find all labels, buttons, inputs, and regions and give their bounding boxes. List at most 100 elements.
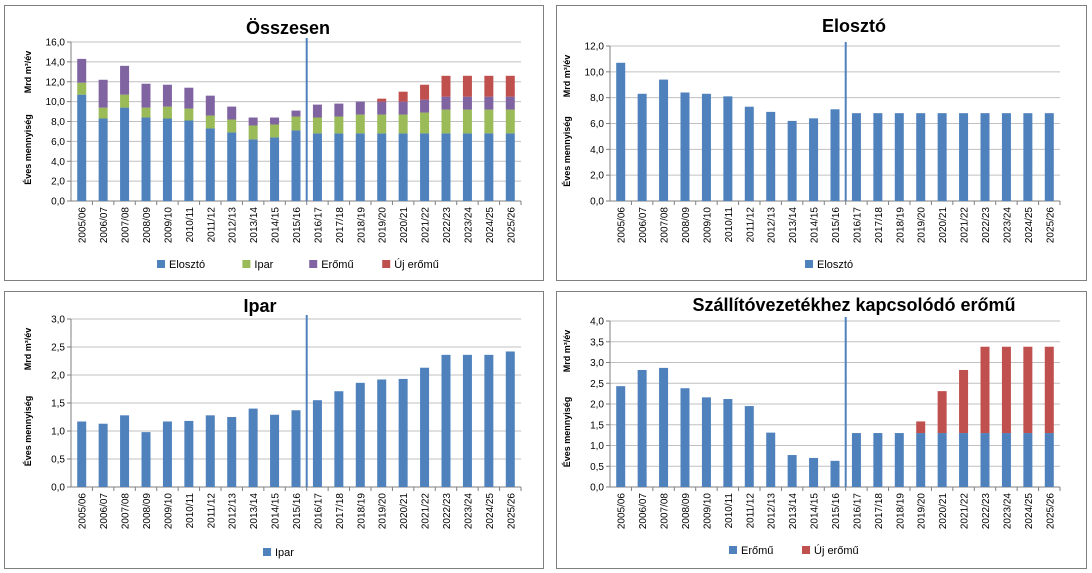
bar-ipar	[505, 351, 515, 487]
bar-új-erőmű	[462, 75, 472, 97]
legend-label: Erőmű	[741, 545, 773, 557]
bar-elosztó	[77, 94, 87, 201]
x-tick-label: 2016/17	[313, 207, 324, 244]
y-tick-label: 12,0	[46, 77, 66, 88]
y-axis-unit-label: Mrd m³/év	[562, 55, 572, 98]
legend-swatch	[802, 546, 810, 554]
y-tick-label: 2,5	[590, 379, 604, 390]
bar-új-erőmű	[377, 98, 387, 102]
x-tick-label: 2005/06	[617, 207, 628, 244]
y-tick-label: 3,0	[51, 315, 65, 326]
chart-panel-ipar: Ipar 0,0 0,5 1,0 1,5 2,0 2,5 3,0 Mrd m³/év Éves m…	[4, 291, 544, 569]
bar-ipar	[334, 391, 344, 487]
bar-ipar	[312, 117, 322, 134]
x-tick-label: 2021/22	[421, 493, 432, 530]
y-axis-label: Éves mennyiség	[23, 114, 33, 185]
bar-elosztó	[1044, 113, 1054, 201]
bar-elosztó	[1001, 113, 1011, 201]
y-tick-label: 2,0	[590, 171, 604, 182]
x-tick-label: 2019/20	[917, 493, 928, 530]
bar-ipar	[484, 354, 494, 487]
y-tick-label: 14,0	[46, 57, 66, 68]
x-tick-label: 2023/24	[463, 493, 474, 530]
y-tick-label: 12,0	[585, 42, 605, 53]
bar-elosztó	[894, 113, 904, 201]
bar-erőmű	[659, 367, 669, 487]
bar-erőmű	[441, 96, 451, 110]
chart-osszesen: Összesen 0,0 2,0 4,0 6,0 8,0 10,0 12,0 14,0 16,0 M…	[23, 18, 522, 271]
x-tick-label: 2014/15	[810, 207, 821, 244]
legend-label: Új erőmű	[814, 544, 859, 557]
y-tick-label: 0,0	[590, 483, 604, 494]
x-tick-label: 2024/25	[1024, 207, 1035, 244]
x-tick-label: 2024/25	[485, 207, 496, 244]
bar-ipar	[141, 432, 151, 487]
bar-erőmű	[462, 96, 472, 110]
x-tick-label: 2008/09	[142, 493, 153, 530]
legend-swatch	[805, 260, 813, 268]
x-tick-label: 2023/24	[1002, 493, 1013, 530]
bar-elosztó	[398, 133, 408, 201]
bar-erőmű	[420, 99, 430, 113]
bar-ipar	[120, 415, 130, 487]
y-tick-label: 8,0	[590, 93, 604, 104]
bar-ipar	[162, 106, 172, 119]
x-tick-label: 2017/18	[335, 207, 346, 244]
bar-elosztó	[184, 120, 194, 201]
x-tick-label: 2022/23	[442, 493, 453, 530]
x-tick-label: 2025/26	[506, 493, 517, 530]
bar-ipar	[98, 107, 108, 119]
x-tick-label: 2016/17	[852, 493, 863, 530]
bar-ipar	[227, 119, 237, 133]
x-tick-label: 2017/18	[874, 207, 885, 244]
bar-ipar	[355, 382, 365, 487]
bar-erőmű	[248, 117, 258, 126]
bar-elosztó	[937, 113, 947, 201]
x-tick-label: 2011/12	[206, 493, 217, 529]
bar-elosztó	[659, 79, 669, 201]
y-tick-label: 16,0	[46, 38, 66, 49]
bar-erőmű	[355, 101, 365, 115]
bar-elosztó	[980, 113, 990, 201]
x-tick-label: 2007/08	[660, 493, 671, 530]
y-tick-label: 4,0	[590, 145, 604, 156]
bar-elosztó	[701, 93, 711, 201]
legend-swatch	[157, 260, 165, 268]
y-axis-unit-label: Mrd m³/év	[23, 328, 33, 371]
bar-új-erőmű	[980, 346, 990, 434]
bar-erőmű	[744, 406, 754, 487]
bar-erőmű	[312, 104, 322, 118]
x-tick-label: 2008/09	[142, 207, 153, 244]
x-tick-label: 2010/11	[724, 493, 735, 529]
bar-erőmű	[1044, 433, 1054, 487]
y-tick-label: 1,5	[590, 420, 604, 431]
bar-új-erőmű	[484, 75, 494, 97]
chart-title: Összesen	[246, 18, 330, 38]
bar-erőmű	[162, 84, 172, 107]
x-tick-label: 2015/16	[292, 207, 303, 244]
y-tick-label: 6,0	[51, 137, 65, 148]
chart-panel-osszesen: Összesen 0,0 2,0 4,0 6,0 8,0 10,0 12,0 14,0 16,0 M…	[4, 5, 544, 281]
x-tick-label: 2009/10	[163, 493, 174, 530]
x-tick-label: 2013/14	[788, 493, 799, 530]
bar-erőmű	[377, 101, 387, 115]
y-axis-unit-label: Mrd m³/év	[562, 330, 572, 373]
bar-erőmű	[184, 87, 194, 109]
x-tick-label: 2011/12	[745, 207, 756, 243]
x-tick-label: 2019/20	[378, 493, 389, 530]
bar-erőmű	[227, 106, 237, 120]
bar-elosztó	[680, 92, 690, 201]
bar-ipar	[77, 82, 87, 95]
chart-panel-eloszto: Elosztó 0,0 2,0 4,0 6,0 8,0 10,0 12,0 Mrd m³/év É…	[556, 5, 1087, 281]
x-tick-label: 2022/23	[981, 207, 992, 244]
y-tick-label: 1,5	[51, 399, 65, 410]
legend-label: Ipar	[275, 547, 294, 559]
y-tick-label: 0,5	[51, 455, 65, 466]
bar-erőmű	[680, 388, 690, 487]
bar-elosztó	[766, 111, 776, 201]
bar-elosztó	[462, 133, 472, 201]
bar-elosztó	[248, 139, 258, 201]
x-tick-label: 2006/07	[99, 493, 110, 530]
bar-ipar	[120, 94, 130, 108]
bar-erőmű	[766, 432, 776, 487]
